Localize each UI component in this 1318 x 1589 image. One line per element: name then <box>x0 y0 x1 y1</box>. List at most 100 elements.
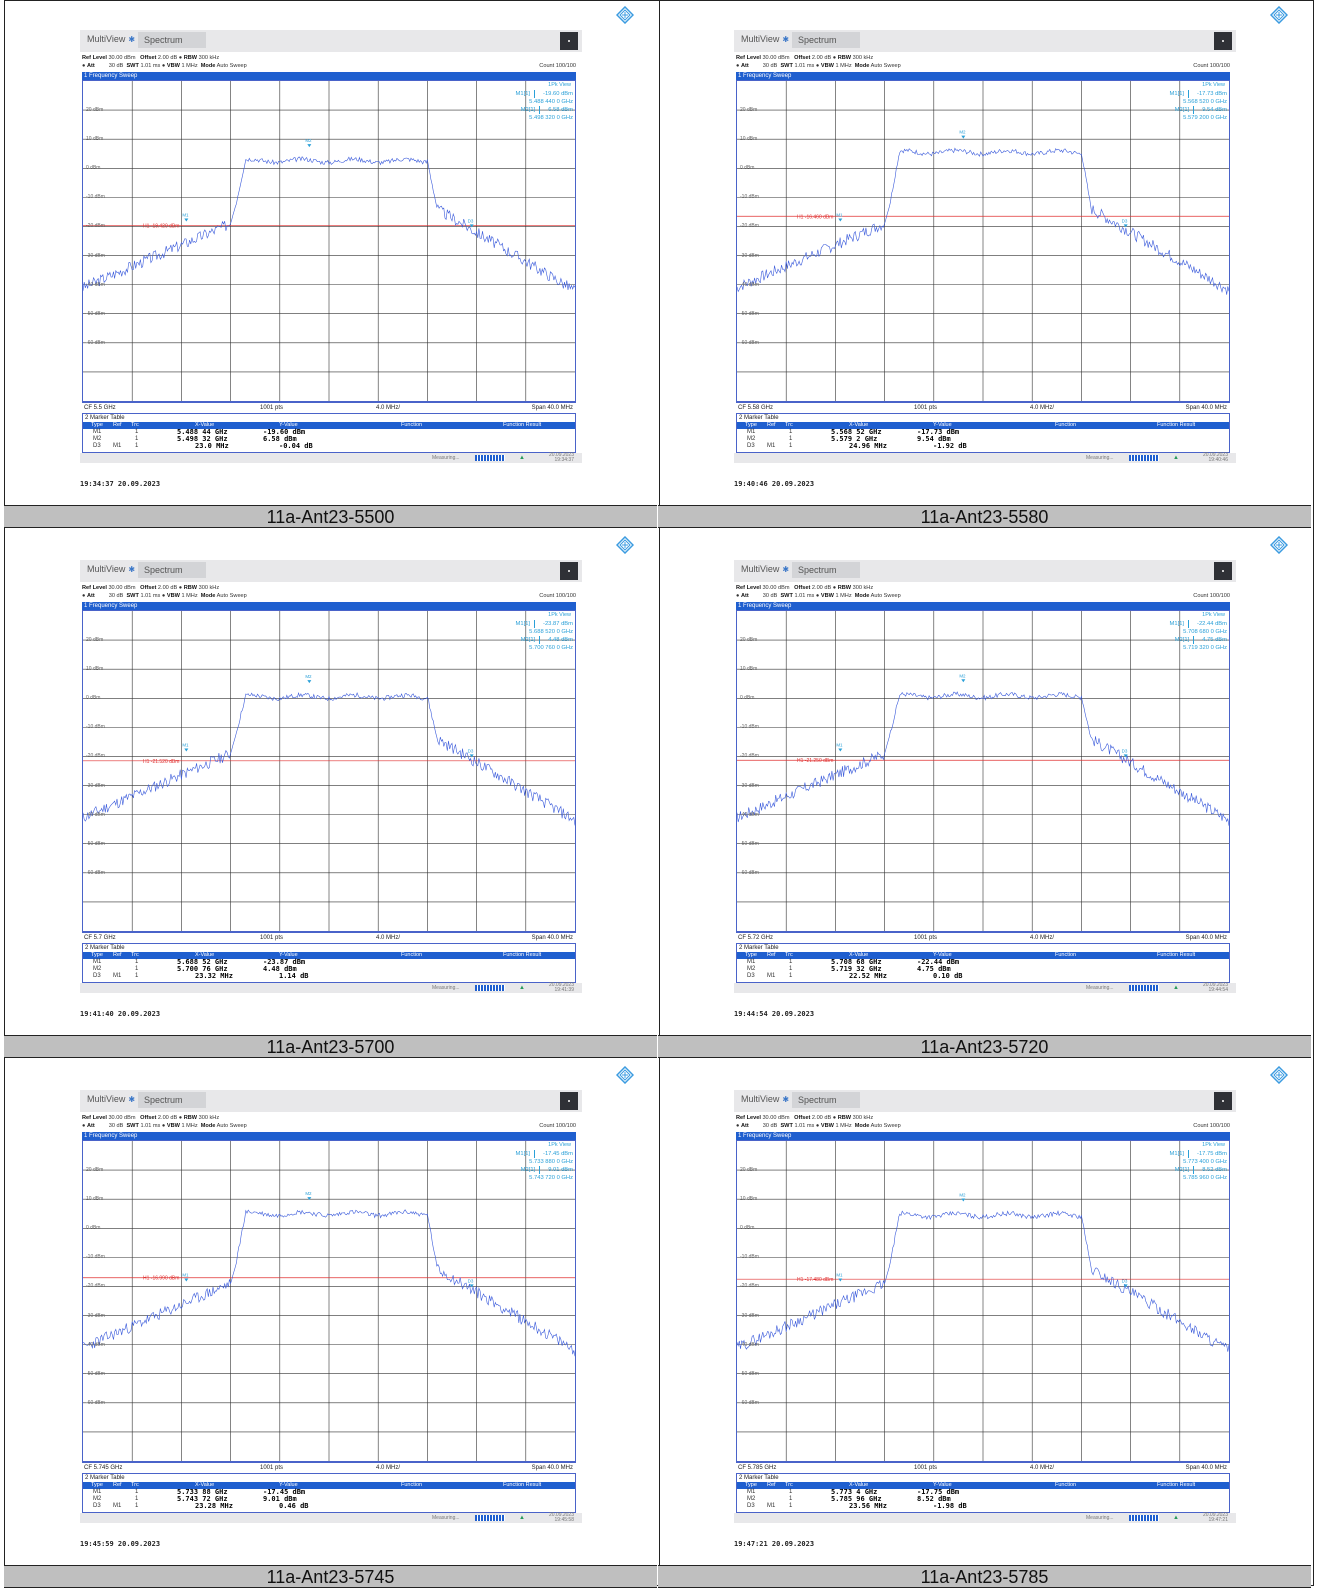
text-status-date: 20.09.2023 <box>1202 982 1228 988</box>
text-col-function: Function <box>1055 1482 1077 1488</box>
text-col-x: X-Value <box>195 1482 215 1488</box>
text-y: 0.10 dB <box>933 972 963 980</box>
tab-spectrum[interactable]: Spectrum <box>792 1092 860 1108</box>
text-y: -1.92 dB <box>933 442 967 450</box>
marker-row-m2[interactable]: M2 1 5.579 2 GHz 9.54 dBm <box>737 436 1229 443</box>
text-col-type: Type <box>91 952 103 958</box>
spectrum-plot[interactable]: H1 -21.520 dBm M1 M2 D3 1Pk View M1[1] -23.8… <box>82 610 576 932</box>
marker-row-d3[interactable]: D3 M1 1 23.32 MHz 1.14 dB <box>83 973 575 980</box>
text-status-date: 20.09.2023 <box>548 1512 574 1518</box>
text-col-function: Function <box>401 422 423 428</box>
y-tick-label: -60 dBm <box>740 339 759 346</box>
marker-row-m1[interactable]: M1 1 5.568 52 GHz -17.73 dBm <box>737 429 1229 436</box>
text-row-d3: D3 <box>93 973 101 979</box>
menu-button[interactable] <box>560 1092 578 1110</box>
marker-row-m1[interactable]: M1 1 5.733 88 GHz -17.45 dBm <box>83 1489 575 1496</box>
y-tick-label: -10 dBm <box>86 1254 105 1261</box>
text-mode: Mode <box>200 63 216 69</box>
text-col-function-result: Function Result <box>1157 1482 1196 1488</box>
tab-spectrum[interactable]: Spectrum <box>138 1092 206 1108</box>
text-m2-label: M2[1] <box>521 1166 541 1174</box>
pk-view-label: 1Pk View <box>1202 612 1225 618</box>
marker-row-d3[interactable]: D3 M1 1 23.56 MHz -1.98 dB <box>737 1503 1229 1510</box>
tab-multiview[interactable]: MultiView ✱ <box>741 1094 790 1104</box>
tab-multiview[interactable]: MultiView ✱ <box>741 34 790 44</box>
marker-row-m1[interactable]: M1 1 5.773 4 GHz -17.75 dBm <box>737 1489 1229 1496</box>
tab-spectrum[interactable]: Spectrum <box>792 562 860 578</box>
marker-d3-arrow <box>469 224 474 228</box>
menu-button[interactable] <box>1214 1092 1232 1110</box>
marker-row-d3[interactable]: D3 M1 1 23.28 MHz 0.46 dB <box>83 1503 575 1510</box>
menu-button[interactable] <box>560 562 578 580</box>
marker-row-m2[interactable]: M2 1 5.743 72 GHz 9.01 dBm <box>83 1496 575 1503</box>
marker-row-m2[interactable]: M2 1 5.719 32 GHz 4.75 dBm <box>737 966 1229 973</box>
text-offset-val: 2.00 dB <box>811 1115 832 1121</box>
marker-m2-arrow <box>961 1198 966 1202</box>
center-frequency: CF 5.745 GHz <box>84 1465 123 1471</box>
marker-d3-arrow <box>1123 224 1128 228</box>
text-vbw: VBW <box>820 63 834 69</box>
text-vbw: VBW <box>166 63 180 69</box>
marker-m1-arrow <box>838 748 843 752</box>
analyzer-screenshot: MultiView ✱ Spectrum Ref Level 30.00 dBm … <box>734 30 1236 463</box>
text-readout-level: 4.48 dBm <box>548 637 573 643</box>
tab-spectrum[interactable]: Spectrum <box>138 32 206 48</box>
marker-table-header: Type Ref Trc X-Value Y-Value Function Fu… <box>737 952 1229 959</box>
text-row-m1: M1 <box>747 959 756 965</box>
marker-row-m2[interactable]: M2 1 5.700 76 GHz 4.48 dBm <box>83 966 575 973</box>
text-level: -19.60 dBm <box>263 428 306 436</box>
text-ref-level: Ref Level <box>82 585 107 591</box>
text-ref-level: Ref Level <box>736 585 761 591</box>
marker-d3-label: D3 <box>468 748 474 753</box>
x-axis-footer: CF 5.785 GHz 1001 pts 4.0 MHz/ Span 40.0… <box>736 1462 1230 1473</box>
menu-button[interactable] <box>1214 562 1232 580</box>
marker-row-m1[interactable]: M1 1 5.708 68 GHz -22.44 dBm <box>737 959 1229 966</box>
text-col-function-result: Function Result <box>503 422 542 428</box>
text-vbw-val: 1 MHz <box>181 593 198 599</box>
text-freq: 5.719 32 GHz <box>831 965 882 973</box>
marker-m2-arrow <box>307 680 312 684</box>
spectrum-plot[interactable]: H1 -16.460 dBm M1 M2 D3 1Pk View M1[1] -17.7… <box>736 80 1230 402</box>
text-col-ref: Ref <box>767 422 776 428</box>
marker-table-title: 2 Marker Table <box>739 415 779 421</box>
text-freq: 5.708 68 GHz <box>831 958 882 966</box>
sweep-points: 1001 pts <box>260 935 284 941</box>
text-readout-freq: 5.568 520 0 GHz <box>1183 99 1227 105</box>
text-readout-level: -17.45 dBm <box>543 1151 573 1157</box>
spectrum-plot[interactable]: H1 -19.420 dBm M1 M2 D3 1Pk View M1[1] -19.6… <box>82 80 576 402</box>
text-level: 8.52 dBm <box>917 1495 951 1503</box>
tab-multiview[interactable]: MultiView ✱ <box>741 564 790 574</box>
text-row-d3: D3 <box>747 973 755 979</box>
spectrum-plot[interactable]: H1 -17.480 dBm M1 M2 D3 1Pk View M1[1] -17.7… <box>736 1140 1230 1462</box>
marker-m2-label: M2 <box>959 1193 966 1198</box>
measuring-status: Measuring... <box>432 1515 460 1521</box>
text-trc-val: 1 <box>789 429 793 435</box>
marker-row-d3[interactable]: D3 M1 1 24.96 MHz -1.92 dB <box>737 443 1229 450</box>
marker-row-m2[interactable]: M2 1 5.498 32 GHz 6.58 dBm <box>83 436 575 443</box>
marker-row-m2[interactable]: M2 1 5.785 96 GHz 8.52 dBm <box>737 1496 1229 1503</box>
menu-button[interactable] <box>1214 32 1232 50</box>
tab-multiview[interactable]: MultiView ✱ <box>87 34 136 44</box>
tab-multiview[interactable]: MultiView ✱ <box>87 564 136 574</box>
status-datetime: 20.09.2023 19:47:21 <box>1203 1513 1228 1523</box>
marker-row-d3[interactable]: D3 M1 1 23.0 MHz -0.04 dB <box>83 443 575 450</box>
network-icon: ▲ <box>1173 1515 1179 1521</box>
menu-button[interactable] <box>560 32 578 50</box>
marker-row-d3[interactable]: D3 M1 1 22.52 MHz 0.10 dB <box>737 973 1229 980</box>
marker-table-header: Type Ref Trc X-Value Y-Value Function Fu… <box>737 1482 1229 1489</box>
text-offset-val: 2.00 dB <box>811 55 832 61</box>
tab-spectrum[interactable]: Spectrum <box>792 32 860 48</box>
text-readout-level: -17.75 dBm <box>1197 1151 1227 1157</box>
status-datetime: 20.09.2023 19:44:54 <box>1203 983 1228 993</box>
text-col-y: Y-Value <box>279 952 298 958</box>
marker-row-m1[interactable]: M1 1 5.488 44 GHz -19.60 dBm <box>83 429 575 436</box>
text-freq: 5.733 88 GHz <box>177 1488 228 1496</box>
text-freq: 5.568 52 GHz <box>831 428 882 436</box>
spectrum-plot[interactable]: H1 -16.990 dBm M1 M2 D3 1Pk View M1[1] -17.4… <box>82 1140 576 1462</box>
tab-multiview[interactable]: MultiView ✱ <box>87 1094 136 1104</box>
y-tick-label: 0 dBm <box>740 1225 755 1232</box>
spectrum-plot[interactable]: H1 -21.250 dBm M1 M2 D3 1Pk View M1[1] -22.4… <box>736 610 1230 932</box>
analyzer-topbar: MultiView ✱ Spectrum <box>734 30 1236 52</box>
tab-spectrum[interactable]: Spectrum <box>138 562 206 578</box>
marker-row-m1[interactable]: M1 1 5.688 52 GHz -23.87 dBm <box>83 959 575 966</box>
